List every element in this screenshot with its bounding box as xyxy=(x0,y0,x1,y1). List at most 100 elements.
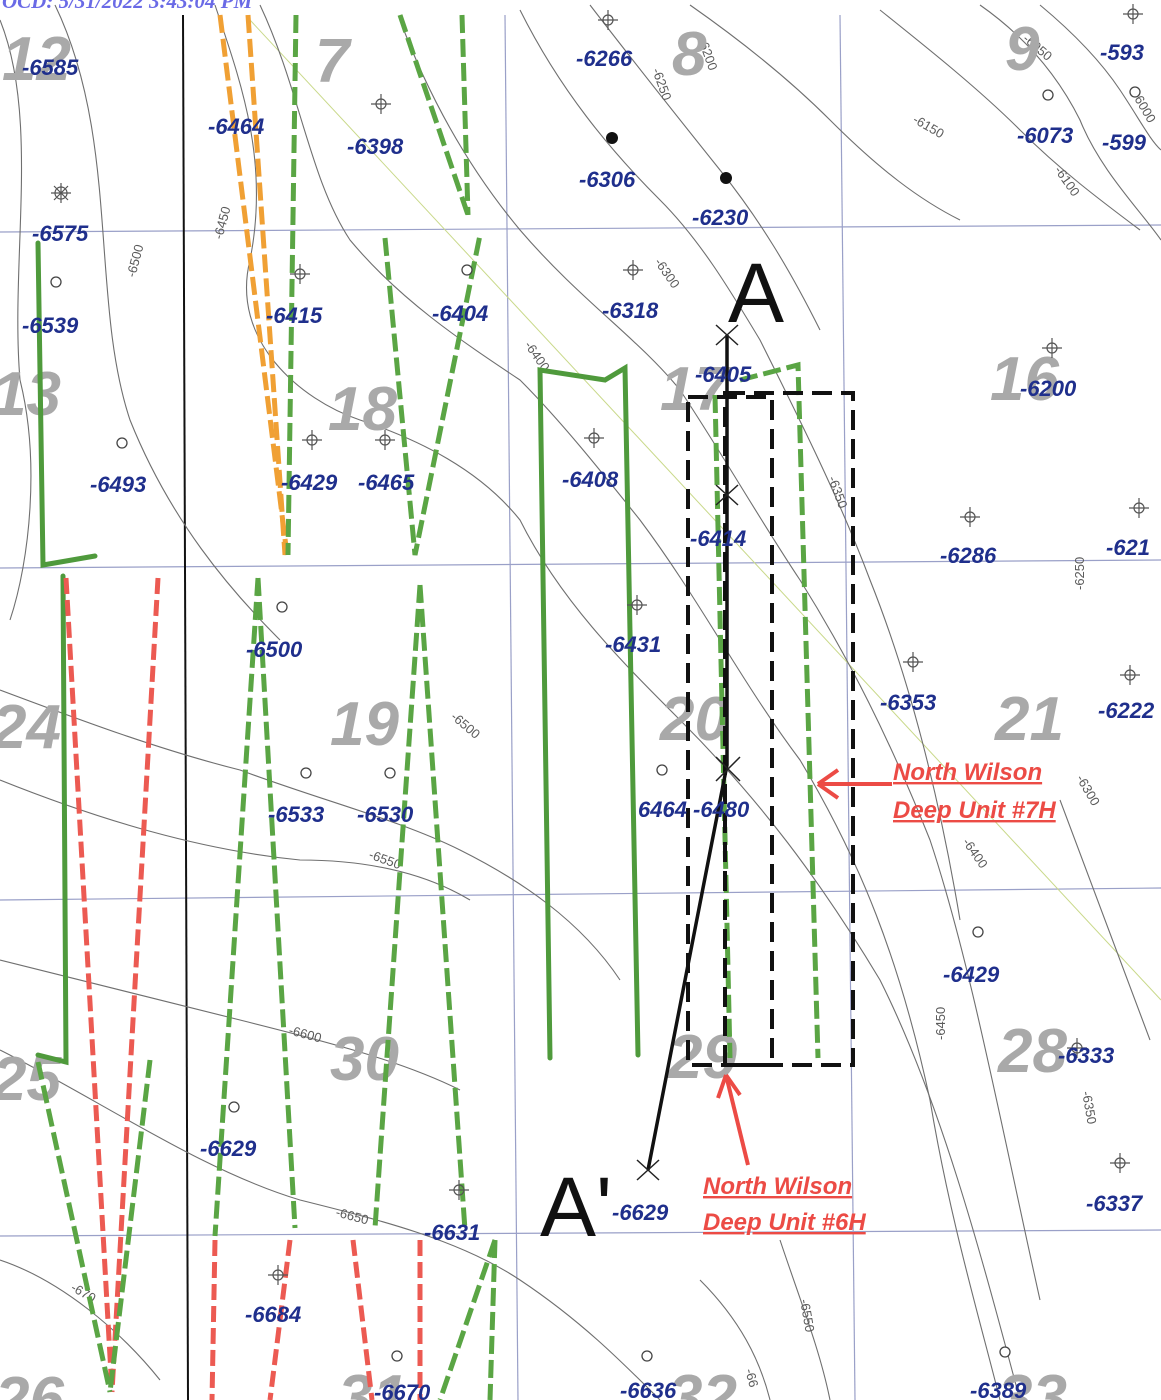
section-number: 17 xyxy=(660,355,731,424)
depth-label: -6480 xyxy=(693,797,750,822)
lateral-red xyxy=(109,577,161,1393)
contour-label: -6350 xyxy=(1079,1090,1100,1125)
contour-label: -6400 xyxy=(960,835,991,871)
depth-label: -6539 xyxy=(22,313,79,338)
depth-label: -6389 xyxy=(970,1378,1027,1400)
cross-section-end-label: A' xyxy=(540,1160,612,1254)
depth-label: -6404 xyxy=(432,301,488,326)
section-number: 25 xyxy=(0,1045,62,1114)
lateral-planned xyxy=(255,577,298,1229)
lateral-planned xyxy=(712,394,733,1059)
lateral-existing xyxy=(35,573,69,1066)
depth-label: -6629 xyxy=(200,1136,257,1161)
lateral-planned xyxy=(382,234,483,556)
depth-label: -6464 xyxy=(208,114,264,139)
well-symbols xyxy=(50,4,1149,1362)
unit-outline-6h xyxy=(686,395,774,1067)
depth-label: -6405 xyxy=(695,362,752,387)
diagonal-guide xyxy=(249,19,1161,1001)
depth-label: -6200 xyxy=(1020,376,1077,401)
contour-lines xyxy=(0,4,1161,1400)
lateral-planned xyxy=(107,1059,153,1393)
callout-7h: North Wilson Deep Unit #7H xyxy=(816,759,1056,824)
depth-label: -621 xyxy=(1106,535,1150,560)
contour-label: -6250 xyxy=(649,66,674,102)
contour-label: -6150 xyxy=(911,112,947,142)
section-number: 8 xyxy=(672,20,707,89)
depth-label: -6500 xyxy=(246,637,303,662)
depth-label: -6575 xyxy=(32,221,89,246)
contour-label: -6500 xyxy=(448,709,483,742)
depth-label: -6530 xyxy=(357,802,414,827)
depth-label: -6629 xyxy=(612,1200,669,1225)
depth-label-group: -6585 -6464 -6398 -6266 -6306 -6230 -607… xyxy=(22,40,1155,1400)
callout-6h-line1: North Wilson xyxy=(703,1173,852,1200)
lateral-red xyxy=(267,1239,293,1400)
contour-label: -6550 xyxy=(797,1298,818,1333)
lateral-red xyxy=(350,1239,375,1400)
contour-label: -6100 xyxy=(1052,163,1083,199)
contour-label: -6300 xyxy=(1073,772,1103,808)
lateral-planned xyxy=(437,1239,498,1400)
ocd-stamp: OCD: 5/31/2022 3:43:04 PM xyxy=(2,0,254,13)
section-number: 12 xyxy=(2,25,71,94)
depth-label: -6230 xyxy=(692,205,749,230)
depth-label: -6636 xyxy=(620,1378,677,1400)
depth-label: -6286 xyxy=(940,543,997,568)
section-number-group: 12 7 8 9 13 18 17 16 24 19 20 21 25 30 2… xyxy=(0,15,1067,1400)
depth-label: -6429 xyxy=(943,962,1000,987)
unit-outline-7h xyxy=(723,391,855,1067)
section-number: 24 xyxy=(0,693,61,762)
depth-label: -6465 xyxy=(358,470,415,495)
callout-7h-line2: Deep Unit #7H xyxy=(893,797,1056,824)
contour-label: -6300 xyxy=(652,255,683,291)
depth-label: -593 xyxy=(1100,40,1144,65)
depth-label: -6222 xyxy=(1098,698,1155,723)
depth-label: -6533 xyxy=(268,802,324,827)
depth-label: -6414 xyxy=(690,526,746,551)
contour-label: -6450 xyxy=(933,1007,948,1040)
lateral-planned xyxy=(212,577,261,1237)
lateral-orange xyxy=(217,14,290,556)
section-number: 33 xyxy=(998,1363,1067,1400)
section-number: 13 xyxy=(0,360,61,429)
depth-label: -6493 xyxy=(90,472,146,497)
lateral-planned xyxy=(397,14,471,216)
depth-label: -6353 xyxy=(880,690,936,715)
depth-label: -6073 xyxy=(1017,123,1073,148)
section-number: 18 xyxy=(328,375,397,444)
callout-7h-line1: North Wilson xyxy=(893,759,1042,786)
unit-outlines xyxy=(686,391,855,1067)
lateral-orange xyxy=(245,14,288,556)
depth-label: -6631 xyxy=(424,1220,480,1245)
contour-label: -6500 xyxy=(123,243,146,279)
depth-label: -6429 xyxy=(281,470,338,495)
depth-label: -6585 xyxy=(22,55,79,80)
depth-label: -6306 xyxy=(579,167,636,192)
depth-label: -6684 xyxy=(245,1302,301,1327)
contour-label: -6650 xyxy=(334,1204,370,1227)
section-number: 19 xyxy=(330,690,399,759)
section-grid xyxy=(0,14,1161,1400)
contour-label: -670 xyxy=(69,1280,99,1306)
lateral-red xyxy=(209,1239,218,1400)
section-number: 7 xyxy=(315,27,352,96)
callout-6h: North Wilson Deep Unit #6H xyxy=(703,1073,866,1236)
depth-label: -6431 xyxy=(605,632,661,657)
depth-label: -599 xyxy=(1102,130,1147,155)
section-number: 28 xyxy=(997,1017,1067,1086)
section-number: 32 xyxy=(668,1363,737,1400)
depth-label: -6415 xyxy=(266,303,323,328)
section-number: 16 xyxy=(990,345,1059,414)
contour-label: -6600 xyxy=(287,1022,323,1045)
cross-section-start-label: A xyxy=(728,246,784,340)
depth-label: -6398 xyxy=(347,134,404,159)
lateral-planned xyxy=(739,361,821,1059)
lateral-existing xyxy=(537,363,641,1061)
lateral-planned xyxy=(35,1061,113,1393)
lateral-planned xyxy=(372,584,423,1229)
depth-label: -6408 xyxy=(562,467,619,492)
section-number: 26 xyxy=(0,1365,64,1400)
contour-label: -66 xyxy=(742,1367,761,1389)
